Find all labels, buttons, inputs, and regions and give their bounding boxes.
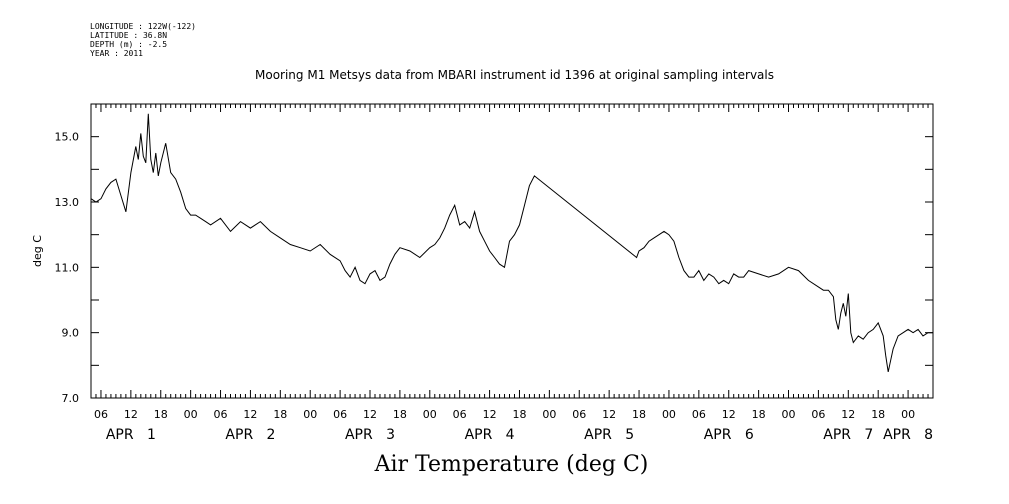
x-tick-label: 06 [692,408,706,421]
axis-labels: 7.0 9.0 11.0 13.0 15.0 06 12 18 00 06 12 18 00 06 12 18… [55,131,934,443]
x-tick-label: 18 [512,408,526,421]
x-day-label: APR 7 [823,427,873,443]
x-axis-title: Air Temperature (deg C) [374,452,649,477]
x-tick-label: 18 [154,408,168,421]
x-tick-label: 18 [752,408,766,421]
x-day-label: APR 8 [883,427,933,443]
x-tick-label: 00 [542,408,556,421]
plot-frame [90,103,934,399]
x-tick-label: 00 [423,408,437,421]
x-tick-label: 06 [214,408,228,421]
y-tick-label: 11.0 [55,261,80,274]
x-day-label: APR 1 [106,427,156,443]
x-tick-label: 06 [453,408,467,421]
x-tick-label: 00 [782,408,796,421]
x-day-label: APR 6 [704,427,754,443]
x-tick-label: 18 [393,408,407,421]
x-tick-label: 00 [184,408,198,421]
x-tick-label: 06 [811,408,825,421]
x-tick-label: 06 [94,408,108,421]
series-group [90,113,933,373]
x-tick-label: 12 [722,408,736,421]
latitude-label: LATITUDE : 36.8N [90,31,168,40]
y-tick-label: 13.0 [55,196,80,209]
x-tick-label: 00 [901,408,915,421]
year-label: YEAR : 2011 [90,49,143,58]
series-line [90,113,933,373]
x-tick-label: 00 [662,408,676,421]
x-day-label: APR 5 [584,427,634,443]
x-tick-label: 12 [602,408,616,421]
x-tick-label: 06 [572,408,586,421]
metadata-block: LONGITUDE : 122W(-122) LATITUDE : 36.8N … [90,22,196,58]
longitude-label: LONGITUDE : 122W(-122) [90,22,196,31]
x-day-label: APR 2 [225,427,275,443]
chart-title: Mooring M1 Metsys data from MBARI instru… [255,68,774,82]
y-tick-label: 7.0 [62,392,80,405]
x-tick-label: 12 [841,408,855,421]
x-tick-label: 12 [483,408,497,421]
x-tick-label: 12 [243,408,257,421]
y-tick-label: 9.0 [62,327,80,340]
depth-label: DEPTH (m) : -2.5 [90,40,168,49]
x-tick-label: 06 [333,408,347,421]
axis-ticks [90,103,934,399]
x-tick-label: 18 [273,408,287,421]
y-tick-label: 15.0 [55,131,80,144]
x-tick-label: 18 [871,408,885,421]
x-day-label: APR 3 [345,427,395,443]
x-tick-label: 12 [124,408,138,421]
x-tick-label: 18 [632,408,646,421]
y-axis-label: deg C [31,235,44,267]
x-tick-label: 12 [363,408,377,421]
x-tick-label: 00 [303,408,317,421]
x-day-label: APR 4 [465,427,515,443]
